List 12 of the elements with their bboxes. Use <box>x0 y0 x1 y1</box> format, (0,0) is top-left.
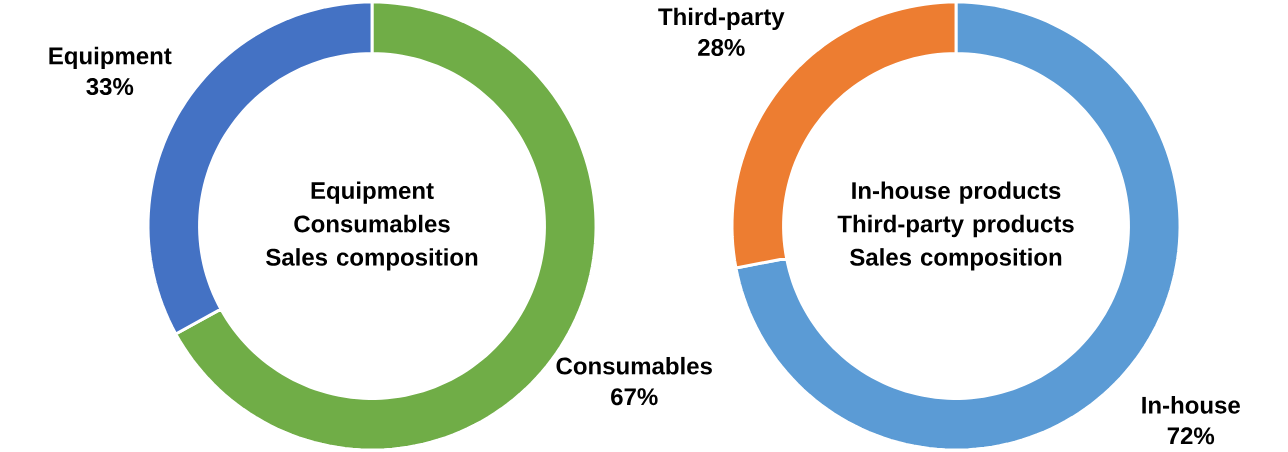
slice-label: Consumables <box>556 356 712 375</box>
text: Sales composition <box>850 248 1062 271</box>
slice-label: Equipment <box>49 46 172 70</box>
text: In-house products Third-party products <box>837 181 1074 238</box>
data-label: 33% <box>86 78 134 96</box>
slice-label: In-house <box>1142 396 1240 414</box>
data-label: 67% <box>611 388 658 406</box>
data-label: 72% <box>1167 427 1215 445</box>
text: Sales composition <box>266 248 478 271</box>
slice-label: Third-party <box>658 7 785 31</box>
data-label: 28% <box>698 38 745 56</box>
text: Equipment Consumables <box>294 181 450 233</box>
